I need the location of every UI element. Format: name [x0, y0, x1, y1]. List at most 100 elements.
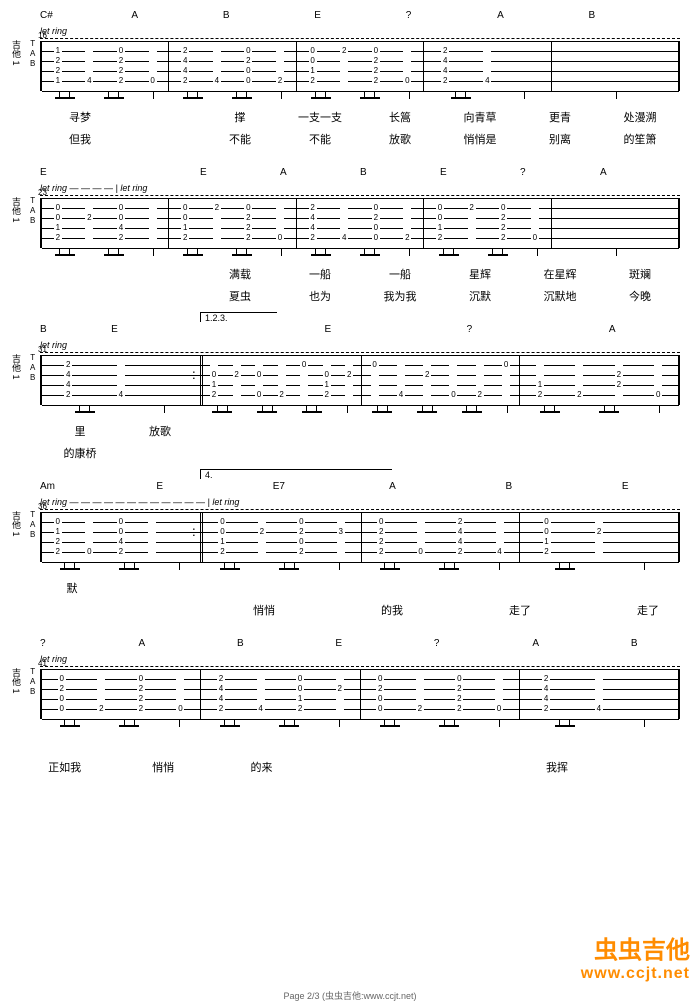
lyric: 不能 [280, 131, 360, 149]
fret-number [403, 46, 411, 56]
fret-number: 0 [377, 517, 385, 527]
rhythm-row [40, 248, 680, 262]
chord-label: A [389, 481, 447, 495]
lyric [296, 602, 360, 620]
tab-bar: :012200042 [42, 512, 203, 562]
fret-number [213, 213, 221, 223]
fret-number [337, 547, 345, 557]
fret-number [300, 380, 308, 390]
fret-number: 2 [97, 704, 105, 714]
lyric [440, 423, 520, 441]
fret-number [233, 360, 241, 370]
tab-bar: 0012202220 [424, 198, 551, 248]
chord-label: E [440, 167, 520, 181]
fret-number [258, 547, 266, 557]
lyric: 一船 [360, 266, 440, 284]
fret-number: 0 [244, 46, 252, 56]
fret-number [502, 380, 510, 390]
fret-number [417, 527, 425, 537]
tab-bar: 0200202220 [361, 669, 520, 719]
fret-number: 2 [217, 674, 225, 684]
fret-number: 2 [58, 684, 66, 694]
chord-row: C#ABE?AB [40, 10, 680, 24]
fret-number: 2 [455, 684, 463, 694]
fret-column: 2 [258, 517, 266, 557]
tab-staff: TAB36:0122000420012202023022202442400122 [40, 512, 680, 562]
fret-number: 0 [372, 46, 380, 56]
fret-number [85, 66, 93, 76]
fret-number [336, 694, 344, 704]
chord-label: B [237, 638, 286, 652]
fret-column: 2 [423, 360, 431, 400]
volta-bracket: 4. [200, 469, 392, 479]
fret-column: 0 [300, 360, 308, 400]
fret-number [85, 203, 93, 213]
fret-number: 2 [217, 704, 225, 714]
fret-number: 2 [244, 213, 252, 223]
lyric: 正如我 [40, 759, 89, 777]
fret-number [257, 684, 265, 694]
fret-number: 0 [117, 213, 125, 223]
fret-number: 2 [117, 66, 125, 76]
fret-number [276, 46, 284, 56]
fret-number: 0 [403, 76, 411, 86]
fret-number: 2 [296, 704, 304, 714]
instrument-label: 吉他 1 [10, 511, 23, 537]
fret-number [417, 537, 425, 547]
lyric: 满载 [200, 266, 280, 284]
fret-number [468, 223, 476, 233]
tab-system: BEE?Alet ring吉他 11.2.3.TAB31:24424012200… [40, 324, 680, 463]
fret-number: 1 [536, 380, 544, 390]
fret-number: 0 [244, 76, 252, 86]
lyric: 放歌 [120, 423, 200, 441]
rhythm-row [40, 562, 680, 576]
fret-number [337, 537, 345, 547]
fret-column: 2442 [542, 674, 550, 714]
lyric: 一支一支 [280, 109, 360, 127]
fret-number [149, 56, 157, 66]
lyric: 悄悄 [232, 602, 296, 620]
fret-number [371, 380, 379, 390]
fret-number: 2 [210, 390, 218, 400]
fret-number: 2 [297, 527, 305, 537]
fret-number: 2 [54, 56, 62, 66]
fret-number: 2 [64, 360, 72, 370]
fret-number [340, 223, 348, 233]
fret-number: 2 [244, 233, 252, 243]
fret-number [340, 56, 348, 66]
fret-number [276, 223, 284, 233]
tab-bar: 0012202220 [169, 198, 296, 248]
fret-column: 2 [340, 46, 348, 86]
lyrics-row: 默 [40, 580, 680, 598]
fret-column: 2 [468, 203, 476, 243]
fret-number [276, 66, 284, 76]
fret-number [213, 223, 221, 233]
fret-number: 0 [531, 233, 539, 243]
fret-number: 2 [345, 370, 353, 380]
watermark-url: www.ccjt.net [581, 965, 690, 983]
chord-label: B [589, 10, 680, 24]
fret-number [336, 704, 344, 714]
fret-number: 2 [441, 76, 449, 86]
fret-number [495, 684, 503, 694]
fret-number: 0 [276, 233, 284, 243]
fret-column: 0 [531, 203, 539, 243]
lyrics-row: 的康桥 [40, 445, 680, 463]
lyric [360, 423, 440, 441]
fret-number: 0 [309, 46, 317, 56]
lyric [582, 737, 631, 755]
fret-number: 2 [377, 527, 385, 537]
fret-number: 0 [543, 517, 551, 527]
fret-number: 1 [54, 527, 62, 537]
fret-column: 0042 [117, 203, 125, 243]
lyric [483, 737, 532, 755]
fret-column: 3 [337, 517, 345, 557]
fret-number: 2 [117, 76, 125, 86]
fret-column: 0122 [54, 517, 62, 557]
fret-number: 2 [456, 517, 464, 527]
lyric [120, 288, 200, 306]
fret-number [340, 213, 348, 223]
chord-label: Am [40, 481, 98, 495]
fret-number: 4 [64, 380, 72, 390]
lyric [631, 759, 680, 777]
